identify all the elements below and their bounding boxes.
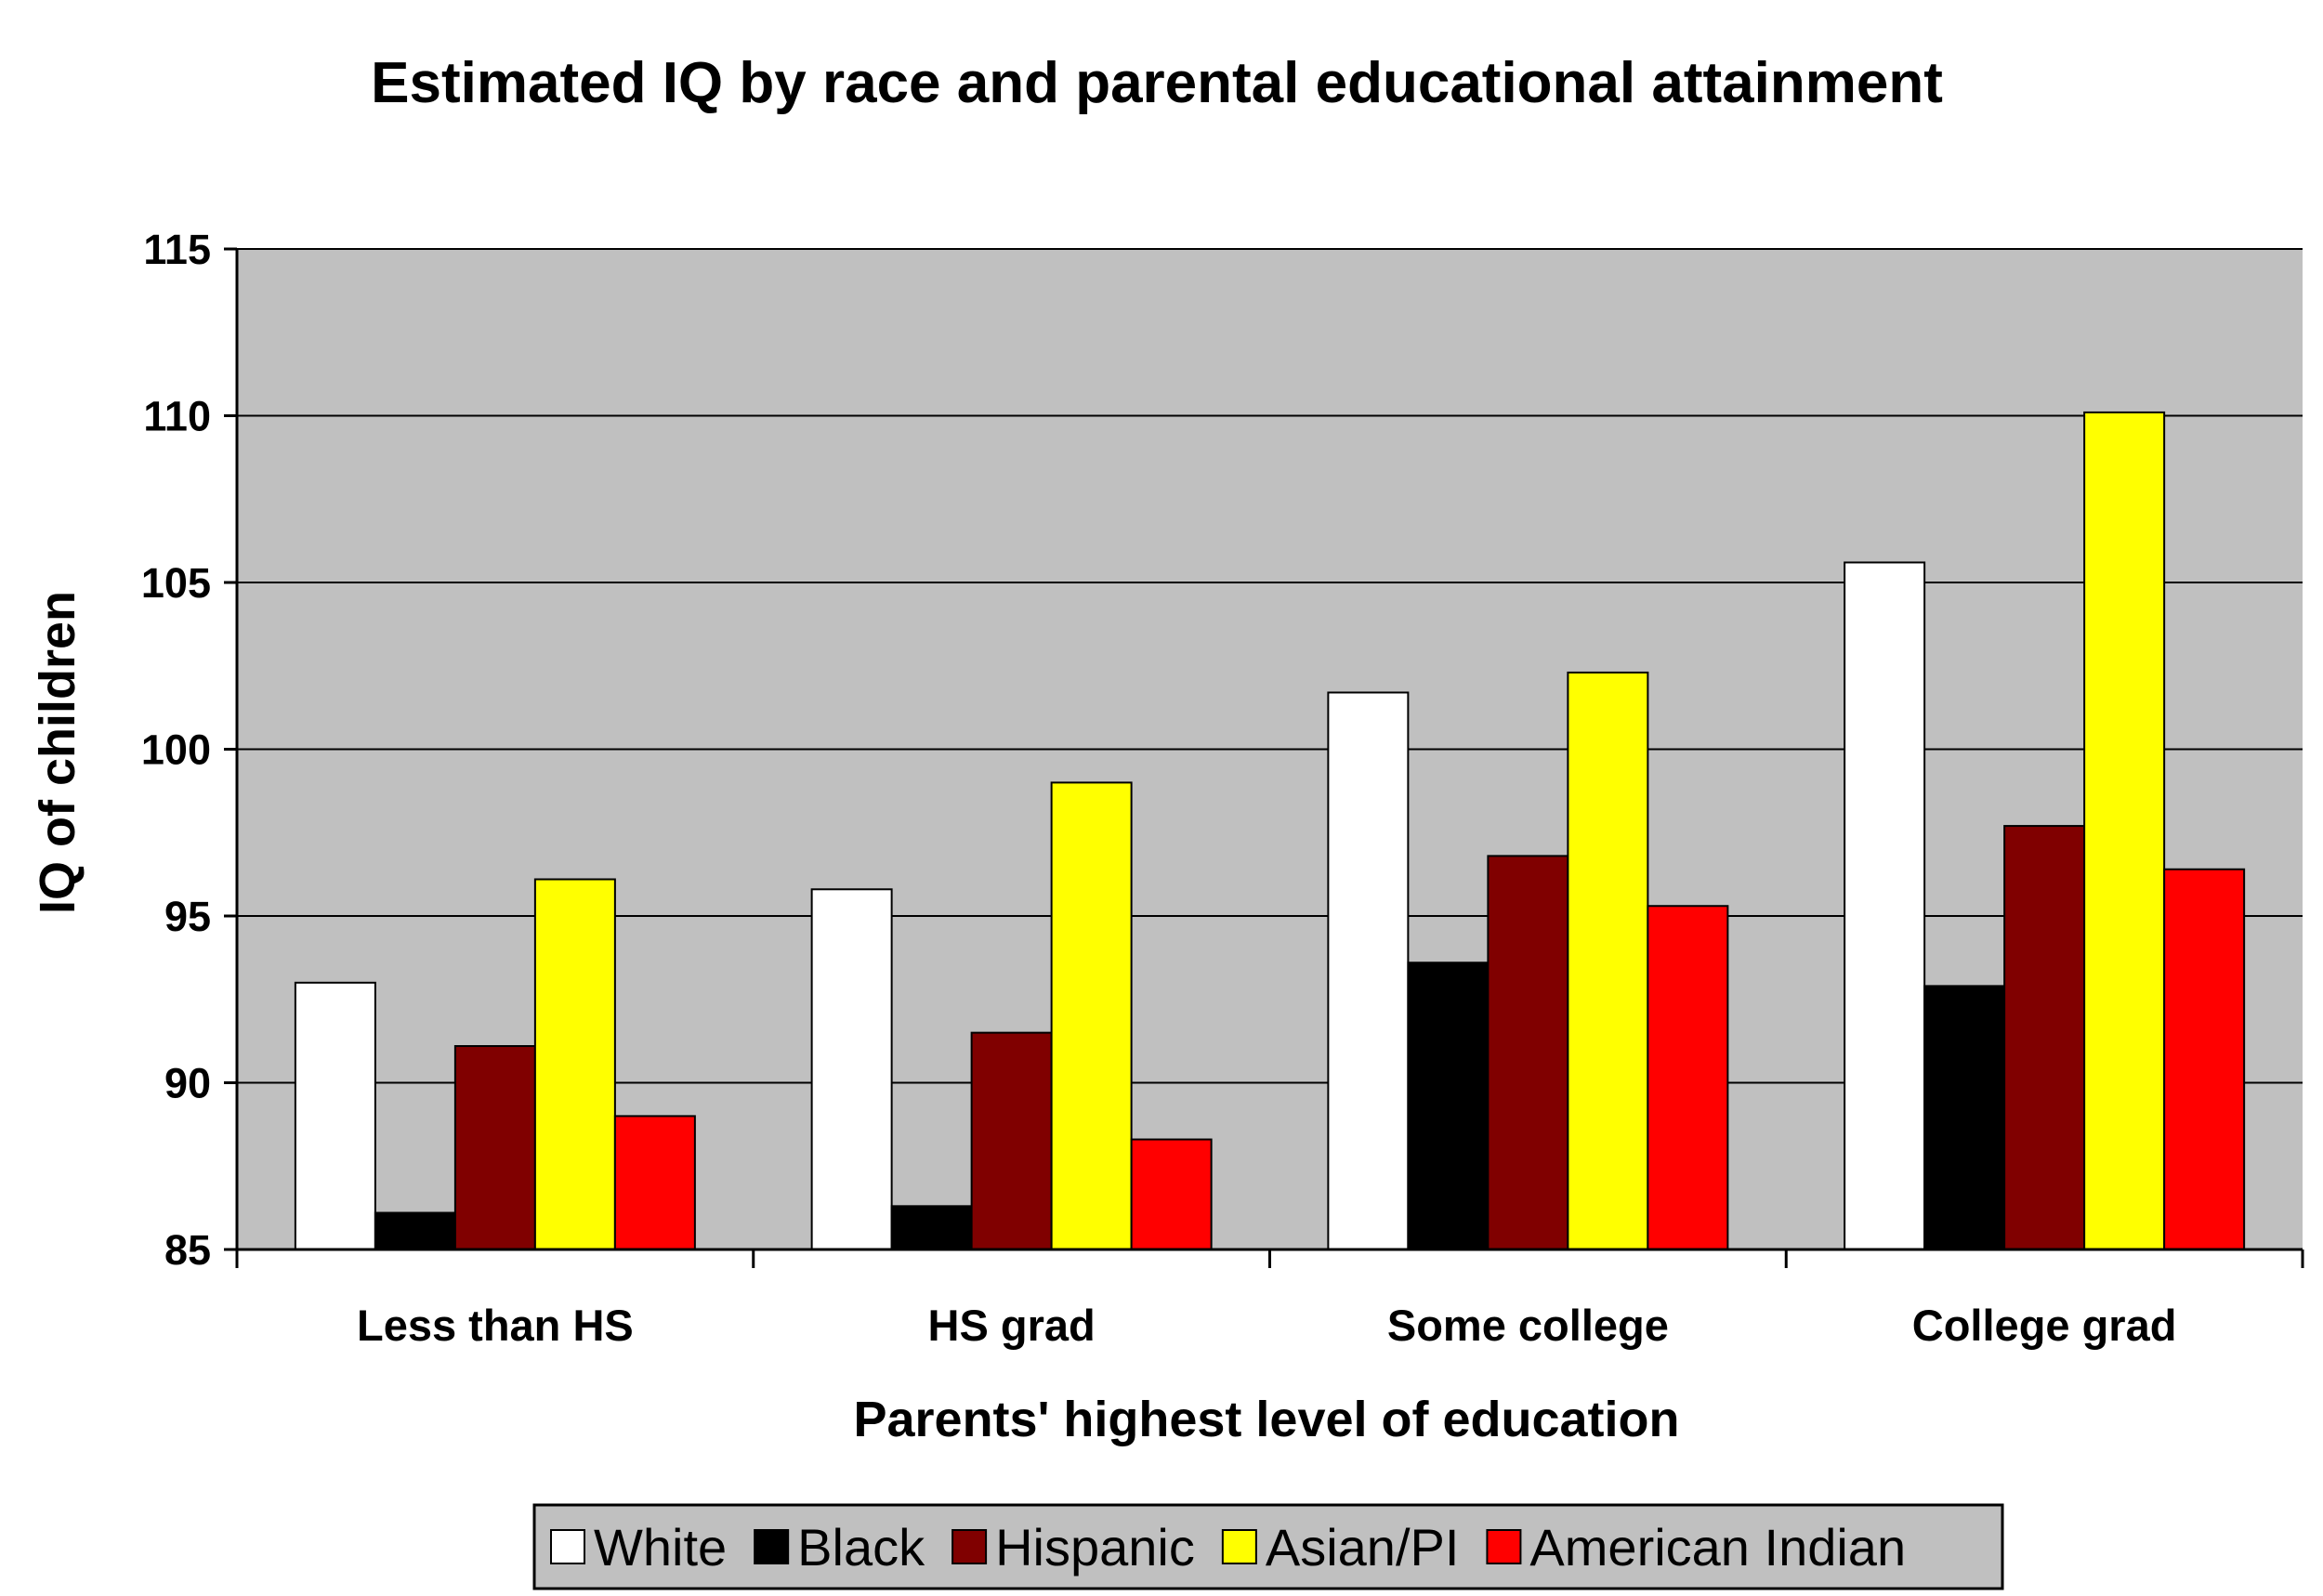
x-category-label: Less than HS [357,1301,634,1350]
x-axis-title: Parents' highest level of education [853,1392,1679,1447]
bar [1844,561,1926,1250]
bar [374,1211,456,1251]
bar [1647,905,1729,1250]
y-tick-labels: 85 90 95 100 105 110 115 [141,226,211,1274]
bars [294,411,2246,1251]
y-tick-label: 115 [143,226,211,273]
y-tick-label: 110 [143,393,211,440]
bar [613,1115,696,1251]
bar [1923,985,2006,1250]
x-category-label: HS grad [928,1301,1096,1350]
x-category-labels: Less than HS HS grad Some college College g… [357,1301,2176,1350]
legend-swatch [754,1529,790,1564]
bar [1130,1138,1213,1251]
y-tick-label: 95 [164,893,211,940]
bar [2163,868,2246,1250]
y-tick-label: 85 [164,1226,211,1274]
y-axis-title: IQ of children [30,591,85,914]
bar [890,1205,973,1250]
bar [810,888,893,1251]
x-category-label: Some college [1387,1301,1669,1350]
y-tick-label: 105 [141,559,211,607]
bar [2083,411,2166,1251]
bar [453,1045,536,1251]
bar [1407,962,1490,1250]
legend-swatch [952,1529,988,1564]
legend-swatch [550,1529,585,1564]
legend-items: White Black Hispanic Asian/PI American India… [550,1518,1906,1576]
legend-label: Black [797,1518,925,1576]
legend-label: Asian/PI [1266,1518,1460,1576]
legend-swatch [1486,1529,1522,1564]
legend: White Black Hispanic Asian/PI American India… [532,1503,2004,1590]
y-tick-label: 100 [141,726,211,774]
legend-swatch [1221,1529,1257,1564]
bar [1487,855,1569,1250]
bar [294,981,376,1251]
legend-label: White [594,1518,727,1576]
bar [1567,671,1649,1250]
bar [1050,781,1133,1251]
x-category-label: College grad [1912,1301,2177,1350]
axes [224,247,2304,1268]
bar [970,1031,1053,1251]
legend-label: American Indian [1529,1518,1906,1576]
legend-label: Hispanic [995,1518,1195,1576]
y-tick-label: 90 [164,1060,211,1107]
bar [1327,691,1410,1250]
bar [2003,825,2086,1250]
bar [533,878,616,1250]
chart-title: Estimated IQ by race and parental educat… [371,51,1943,115]
